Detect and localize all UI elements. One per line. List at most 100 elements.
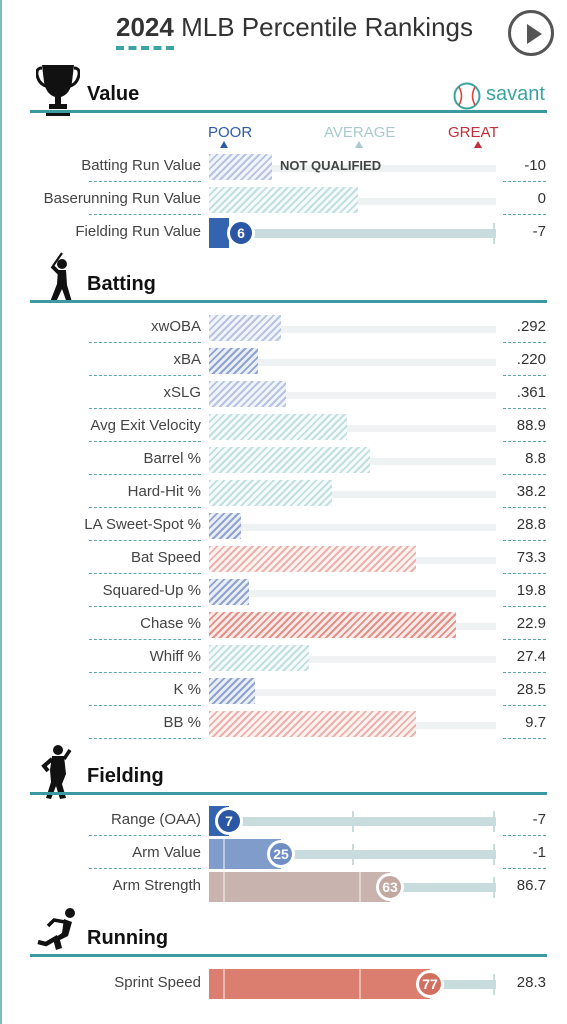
- title-underline: [116, 46, 174, 50]
- metric-label: Barrel %: [143, 450, 201, 467]
- percentile-track: [209, 392, 496, 399]
- bar-gridline: [223, 839, 225, 869]
- bar-gridline: [223, 872, 225, 902]
- percentile-track: [209, 689, 496, 696]
- metric-value: .292: [516, 318, 546, 335]
- metric-value: 88.9: [516, 417, 546, 434]
- section-fielding-header: Fielding: [30, 744, 547, 806]
- metric-label: LA Sweet-Spot %: [84, 516, 201, 533]
- metric-row-fielding-run-value: Fielding Run Value 6 -7: [0, 217, 567, 249]
- row-divider-left: [89, 507, 201, 508]
- percentile-track: [209, 656, 496, 663]
- row-divider-left: [89, 738, 201, 739]
- runner-icon: [37, 908, 75, 950]
- scale-great-marker: [474, 141, 482, 148]
- metric-value: 9.7: [525, 714, 546, 731]
- metric-label: Squared-Up %: [102, 582, 201, 599]
- metric-value: -1: [532, 844, 546, 861]
- percentile-bar: [209, 381, 286, 407]
- track-tick: [493, 877, 495, 898]
- row-divider-right: [503, 507, 546, 508]
- percentile-badge: 6: [227, 219, 255, 247]
- percentile-badge: 25: [267, 840, 295, 868]
- row-divider-right: [503, 672, 546, 673]
- row-divider-left: [89, 639, 201, 640]
- savant-logo[interactable]: savant: [453, 80, 549, 110]
- metric-label: Arm Strength: [112, 877, 201, 894]
- percentile-track: [209, 590, 496, 597]
- percentile-bar: [209, 480, 332, 506]
- percentile-track: [209, 359, 496, 366]
- scale-average-marker: [355, 141, 363, 148]
- bar-gridline: [223, 969, 225, 999]
- percentile-track: [209, 524, 496, 531]
- row-divider-right: [503, 375, 546, 376]
- metric-value: 22.9: [516, 615, 546, 632]
- section-value-title: Value: [87, 83, 140, 105]
- track-tick: [352, 811, 354, 832]
- percentile-badge: 77: [416, 970, 444, 998]
- percentile-track: [209, 811, 496, 832]
- metric-row: Hard-Hit % 38.2: [0, 477, 567, 509]
- not-qualified-label: NOT QUALIFIED: [280, 158, 382, 173]
- row-divider-left: [89, 375, 201, 376]
- metric-value: 0: [537, 190, 546, 207]
- title-text: MLB Percentile Rankings: [181, 12, 473, 42]
- row-divider-left: [89, 573, 201, 574]
- metric-label: K %: [173, 681, 201, 698]
- metric-value: 28.8: [516, 516, 546, 533]
- row-divider-left: [89, 868, 201, 869]
- page-title: 2024 MLB Percentile Rankings: [116, 12, 473, 43]
- percentile-track: [209, 844, 496, 865]
- percentile-track: [209, 326, 496, 333]
- metric-row: Barrel % 8.8: [0, 444, 567, 476]
- metric-value: .220: [516, 351, 546, 368]
- row-divider-left: [89, 606, 201, 607]
- metric-value: 38.2: [516, 483, 546, 500]
- percentile-bar: [209, 447, 370, 473]
- metric-label: Whiff %: [149, 648, 201, 665]
- scale-average-label: AVERAGE: [324, 124, 396, 141]
- metric-row: Bat Speed 73.3: [0, 543, 567, 575]
- play-icon: [527, 24, 542, 44]
- percentile-bar: [209, 678, 255, 704]
- row-divider-right: [503, 474, 546, 475]
- percentile-track: [209, 425, 496, 432]
- metric-label: xSLG: [163, 384, 201, 401]
- metric-row: xSLG .361: [0, 378, 567, 410]
- row-divider-left: [89, 408, 201, 409]
- row-divider-right: [503, 573, 546, 574]
- metric-row: Arm Strength 63 86.7: [0, 871, 567, 903]
- metric-label: Sprint Speed: [114, 974, 201, 991]
- metric-label: Baserunning Run Value: [43, 190, 201, 207]
- metric-label: Range (OAA): [110, 811, 201, 828]
- section-fielding-title: Fielding: [87, 765, 164, 787]
- section-running-title: Running: [87, 927, 169, 949]
- scale-great: GREAT: [448, 124, 499, 148]
- trophy-icon: [36, 65, 80, 116]
- percentile-track: [209, 165, 496, 172]
- metric-label: Bat Speed: [130, 549, 201, 566]
- row-divider-right: [503, 835, 546, 836]
- frame-border: [0, 0, 2, 1024]
- track-end-tick: [493, 223, 495, 244]
- percentile-bar: [209, 546, 416, 572]
- track-tick: [493, 974, 495, 995]
- percentile-bar: [209, 218, 229, 248]
- row-divider-left: [89, 342, 201, 343]
- metric-row-baserunning-run-value: Baserunning Run Value 0: [0, 184, 567, 216]
- percentile-bar: [209, 414, 347, 440]
- metric-row: xwOBA .292: [0, 312, 567, 344]
- metric-label: Chase %: [140, 615, 201, 632]
- metric-row: Avg Exit Velocity 88.9: [0, 411, 567, 443]
- play-button[interactable]: [508, 10, 554, 56]
- percentile-track: [209, 223, 496, 244]
- fielder-icon: [41, 745, 72, 799]
- metric-label: xwOBA: [150, 318, 201, 335]
- savant-wordmark: savant: [486, 83, 545, 105]
- metric-label: Arm Value: [132, 844, 201, 861]
- section-fielding-divider: [30, 792, 547, 795]
- section-batting-divider: [30, 300, 547, 303]
- metric-value: -7: [532, 223, 546, 240]
- metric-label: xBA: [173, 351, 201, 368]
